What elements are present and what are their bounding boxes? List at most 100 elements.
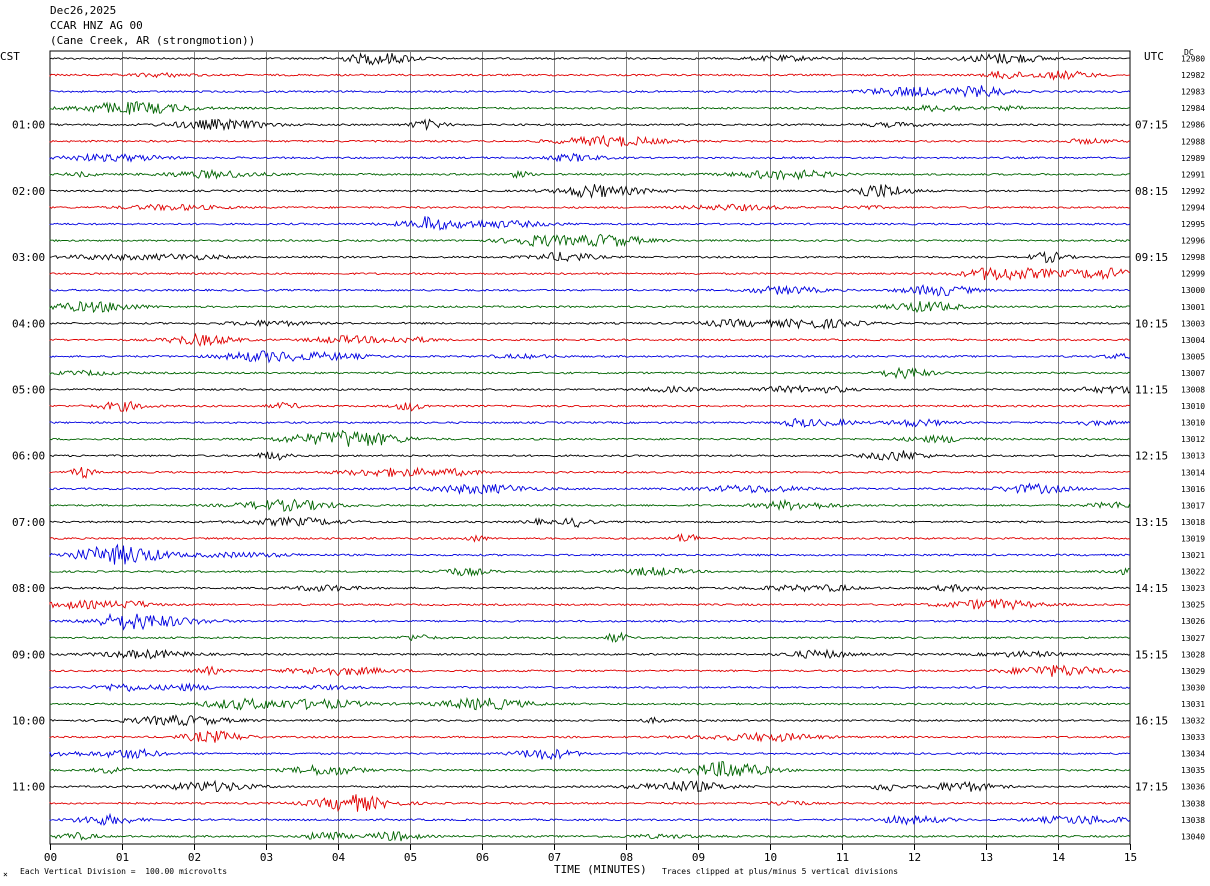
x-tick-label: 02: [188, 851, 201, 864]
trace-line: [49, 450, 1131, 462]
right-hour-label: 15:15: [1135, 648, 1168, 661]
trace-line: [49, 482, 1131, 495]
dc-offset-label: 13008: [1181, 386, 1205, 395]
x-tick-label: 09: [692, 851, 705, 864]
left-hour-label: 07:00: [12, 516, 45, 529]
trace-line: [49, 664, 1131, 677]
dc-offset-label: 13034: [1181, 750, 1205, 759]
clip-note: Traces clipped at plus/minus 5 vertical …: [662, 867, 899, 876]
x-axis-title: TIME (MINUTES): [554, 863, 647, 876]
dc-offset-label: 13030: [1181, 683, 1205, 692]
trace-line: [49, 284, 1131, 297]
trace-line: [49, 101, 1131, 115]
x-tick-label: 14: [1052, 851, 1066, 864]
x-tick-label: 15: [1124, 851, 1137, 864]
left-hour-label: 01:00: [12, 119, 45, 132]
dc-offset-label: 12984: [1181, 104, 1205, 113]
corner-mark-icon: ⨯: [3, 870, 8, 879]
x-tick-label: 07: [548, 851, 561, 864]
dc-offset-label: 13001: [1181, 303, 1205, 312]
date-label: Dec26,2025: [50, 4, 117, 17]
left-hour-label: 02:00: [12, 185, 45, 198]
trace-line: [49, 384, 1131, 395]
right-hour-label: 14:15: [1135, 582, 1168, 595]
dc-offset-label: 13029: [1181, 667, 1205, 676]
dc-offset-label: 12995: [1181, 220, 1205, 229]
right-hour-label: 12:15: [1135, 450, 1168, 463]
left-hour-label: 04:00: [12, 317, 45, 330]
dc-offset-label: 12980: [1181, 55, 1205, 64]
dc-offset-label: 13027: [1181, 634, 1205, 643]
right-hour-label: 11:15: [1135, 384, 1168, 397]
dc-offset-label: 13023: [1181, 584, 1205, 593]
x-tick-label: 05: [404, 851, 417, 864]
trace-line: [49, 233, 1131, 248]
trace-line: [49, 203, 1131, 212]
left-hour-label: 11:00: [12, 781, 45, 794]
x-tick-label: 13: [980, 851, 993, 864]
plot-frame: [49, 50, 1131, 845]
dc-offset-label: 13005: [1181, 352, 1205, 361]
x-tick-label: 12: [908, 851, 921, 864]
x-tick-label: 00: [44, 851, 57, 864]
dc-offset-label: 13004: [1181, 336, 1205, 345]
trace-line: [49, 350, 1131, 364]
dc-offset-label: 13013: [1181, 452, 1205, 461]
trace-line: [49, 831, 1131, 842]
trace-line: [49, 612, 1131, 631]
scale-note: Each Vertical Division = 100.00 microvol…: [20, 867, 228, 876]
left-hour-label: 10:00: [12, 715, 45, 728]
dc-offset-label: 13038: [1181, 799, 1205, 808]
trace-line: [49, 85, 1131, 98]
dc-offset-label: 13012: [1181, 435, 1205, 444]
right-hour-label: 08:15: [1135, 185, 1168, 198]
trace-line: [49, 760, 1131, 777]
trace-line: [49, 52, 1130, 66]
dc-offset-label: 13018: [1181, 518, 1205, 527]
right-hour-label: 07:15: [1135, 119, 1168, 132]
left-hour-label: 03:00: [12, 251, 45, 264]
trace-line: [49, 730, 1131, 743]
trace-line: [49, 532, 1131, 543]
dc-offset-label: 12988: [1181, 137, 1205, 146]
dc-offset-label: 12992: [1181, 187, 1205, 196]
trace-line: [49, 69, 1131, 81]
dc-offset-label: 12991: [1181, 170, 1205, 179]
dc-offset-label: 13022: [1181, 568, 1205, 577]
trace-line: [49, 543, 1131, 565]
dc-offset-label: 13032: [1181, 717, 1205, 726]
dc-offset-label: 13025: [1181, 601, 1205, 610]
dc-offset-label: 13010: [1181, 402, 1205, 411]
dc-offset-label: 13010: [1181, 419, 1205, 428]
dc-offset-label: 12996: [1181, 237, 1205, 246]
dc-offset-label: 12986: [1181, 121, 1205, 130]
dc-offset-label: 12982: [1181, 71, 1205, 80]
trace-line: [49, 598, 1130, 611]
trace-line: [49, 583, 1131, 593]
x-tick-label: 04: [332, 851, 346, 864]
trace-line: [49, 216, 1131, 231]
left-hour-label: 09:00: [12, 648, 45, 661]
trace-line: [49, 429, 1131, 447]
right-hour-label: 10:15: [1135, 317, 1168, 330]
location-label: (Cane Creek, AR (strongmotion)): [50, 34, 256, 47]
right-hour-label: 09:15: [1135, 251, 1168, 264]
trace-line: [49, 566, 1131, 577]
dc-offset-label: 13031: [1181, 700, 1205, 709]
left-hour-label: 08:00: [12, 582, 45, 595]
dc-offset-label: 12989: [1181, 154, 1205, 163]
x-tick-label: 10: [764, 851, 777, 864]
right-hour-label: 16:15: [1135, 715, 1168, 728]
dc-offset-label: 13035: [1181, 766, 1205, 775]
dc-offset-label: 13033: [1181, 733, 1205, 742]
right-hour-label: 13:15: [1135, 516, 1168, 529]
trace-line: [49, 682, 1131, 693]
dc-offset-label: 13014: [1181, 468, 1205, 477]
x-tick-label: 11: [836, 851, 849, 864]
trace-line: [49, 400, 1131, 413]
trace-line: [49, 318, 1131, 330]
dc-offset-label: 12983: [1181, 88, 1205, 97]
dc-label: DC: [1184, 48, 1194, 57]
trace-line: [49, 696, 1131, 711]
right-hour-label: 17:15: [1135, 781, 1168, 794]
